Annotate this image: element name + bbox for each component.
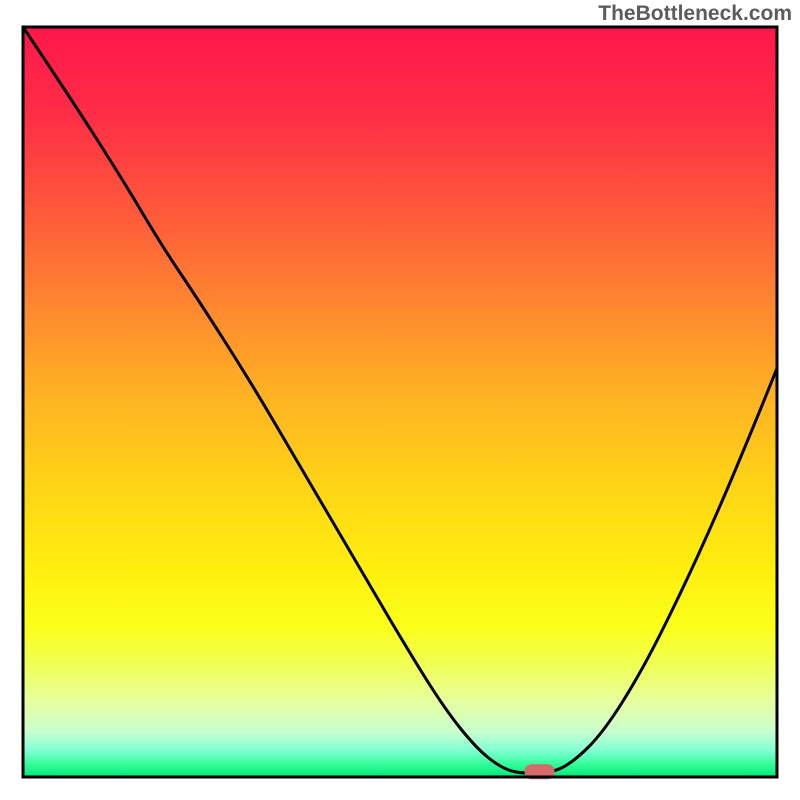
plot-gradient-background bbox=[23, 27, 777, 777]
watermark-text: TheBottleneck.com bbox=[598, 2, 792, 26]
chart-container: TheBottleneck.com bbox=[0, 0, 800, 800]
chart-svg bbox=[0, 0, 800, 800]
